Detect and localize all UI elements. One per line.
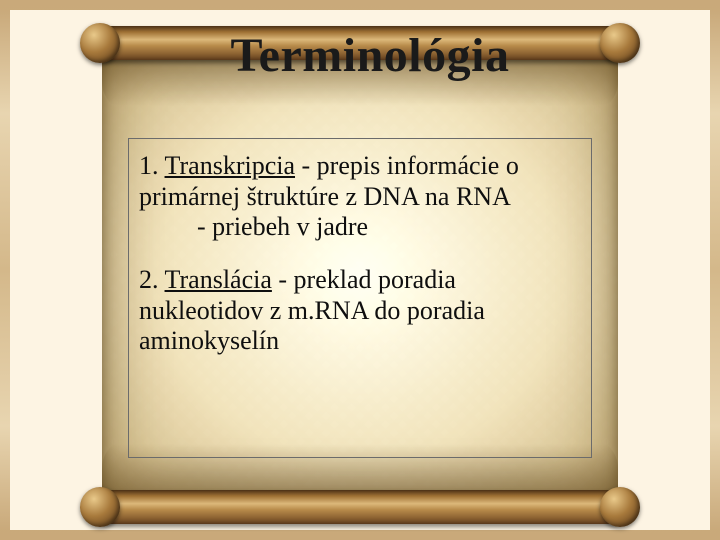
definition-item: 1. Transkripcia - prepis informácie o pr… xyxy=(139,151,581,243)
item-term: Translácia xyxy=(165,265,272,294)
scroll-knob-bottom-left xyxy=(80,487,120,527)
scroll-knob-top-left xyxy=(80,23,120,63)
scroll-knob-top-right xyxy=(600,23,640,63)
item-term: Transkripcia xyxy=(165,151,295,180)
item-subline: - priebeh v jadre xyxy=(139,212,581,243)
scroll-rod-bottom xyxy=(92,490,628,524)
definition-item: 2. Translácia - preklad poradia nukleoti… xyxy=(139,265,581,357)
item-number: 1. xyxy=(139,151,159,180)
scroll-knob-bottom-right xyxy=(600,487,640,527)
definitions-textbox: 1. Transkripcia - prepis informácie o pr… xyxy=(128,138,592,458)
slide: Terminológia 1. Transkripcia - prepis in… xyxy=(0,0,720,540)
scroll-rod-top xyxy=(92,26,628,60)
item-number: 2. xyxy=(139,265,159,294)
